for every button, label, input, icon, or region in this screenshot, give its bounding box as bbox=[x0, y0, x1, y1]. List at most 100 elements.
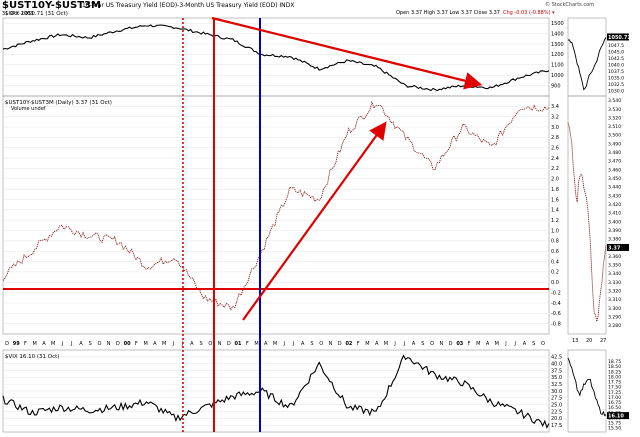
x-tick-label: 00 bbox=[124, 341, 131, 347]
x-tick-label: J bbox=[504, 341, 506, 347]
x-tick-label: F bbox=[246, 341, 249, 347]
last-value-badge-label: 3.37 bbox=[608, 245, 621, 251]
zoom-y-tick-label: 3.510 bbox=[608, 124, 621, 130]
y-tick-label: 0.0 bbox=[551, 280, 559, 286]
y-tick-label: 1000 bbox=[551, 73, 564, 79]
x-tick-label: N bbox=[439, 341, 443, 347]
x-tick-label: F bbox=[24, 341, 27, 347]
x-tick-label: O bbox=[97, 341, 101, 347]
x-tick-label: M bbox=[162, 341, 166, 347]
zoom-y-tick-label: 3.540 bbox=[608, 98, 621, 104]
x-tick-label: D bbox=[5, 341, 9, 347]
zoom-y-tick-label: 3.410 bbox=[608, 211, 621, 217]
zoom-y-tick-label: 17.00 bbox=[608, 395, 621, 401]
y-tick-label: -0.6 bbox=[551, 311, 561, 317]
x-tick-label: D bbox=[227, 341, 231, 347]
y-tick-label: 2.6 bbox=[551, 146, 559, 152]
last-value-badge bbox=[607, 243, 629, 251]
zoom-y-tick-label: 3.380 bbox=[608, 237, 621, 243]
x-tick-label: 02 bbox=[345, 341, 352, 347]
zoom-y-tick-label: 3.420 bbox=[608, 202, 621, 208]
zoom-y-tick-label: 3.440 bbox=[608, 185, 621, 191]
y-tick-label: 1.2 bbox=[551, 218, 559, 224]
series-line bbox=[2, 24, 550, 92]
zoom-y-tick-label: 1035.0 bbox=[608, 76, 624, 82]
y-tick-label: 0.6 bbox=[551, 249, 559, 255]
x-tick-label: J bbox=[282, 341, 284, 347]
x-tick-label: N bbox=[218, 341, 222, 347]
x-tick-label: J bbox=[292, 341, 294, 347]
y-tick-label: -0.2 bbox=[551, 290, 561, 296]
panel-frame bbox=[2, 95, 550, 335]
zoom-series-line bbox=[567, 357, 607, 417]
x-tick-label: O bbox=[208, 341, 212, 347]
y-tick-label: 2.4 bbox=[551, 156, 559, 162]
y-tick-label: 0.4 bbox=[551, 259, 559, 265]
zoom-y-tick-label: 18.50 bbox=[608, 364, 621, 370]
zoom-y-tick-label: 1042.5 bbox=[608, 56, 624, 62]
zoom-x-tick-label: 20 bbox=[586, 338, 592, 344]
y-tick-label: 1100 bbox=[551, 63, 564, 69]
x-tick-label: 03 bbox=[456, 341, 463, 347]
zoom-y-tick-label: 3.330 bbox=[608, 280, 621, 286]
zoom-panel-frame bbox=[567, 95, 607, 335]
zoom-y-tick-label: 3.430 bbox=[608, 193, 621, 199]
zoom-y-tick-label: 3.480 bbox=[608, 150, 621, 156]
x-tick-label: D bbox=[449, 341, 453, 347]
zoom-y-tick-label: 3.280 bbox=[608, 323, 621, 329]
x-tick-label: J bbox=[403, 341, 405, 347]
y-tick-label: 37.5 bbox=[551, 368, 562, 374]
y-tick-label: 35.0 bbox=[551, 375, 562, 381]
x-tick-label: N bbox=[107, 341, 111, 347]
zoom-y-tick-label: 1037.5 bbox=[608, 69, 624, 75]
y-tick-label: 1.0 bbox=[551, 228, 559, 234]
x-tick-label: O bbox=[541, 341, 545, 347]
zoom-y-tick-label: 17.75 bbox=[608, 380, 621, 386]
x-tick-label: D bbox=[116, 341, 120, 347]
x-tick-label: M bbox=[254, 341, 258, 347]
x-tick-label: A bbox=[190, 341, 194, 347]
y-tick-label: 42.5 bbox=[551, 355, 562, 361]
x-tick-label: S bbox=[532, 341, 535, 347]
zoom-y-tick-label: 1040.0 bbox=[608, 63, 624, 69]
y-tick-label: -0.8 bbox=[551, 321, 561, 327]
x-tick-label: S bbox=[310, 341, 313, 347]
x-tick-label: M bbox=[365, 341, 369, 347]
x-tick-label: A bbox=[264, 341, 268, 347]
x-tick-label: A bbox=[523, 341, 527, 347]
x-tick-label: M bbox=[51, 341, 55, 347]
x-tick-label: O bbox=[319, 341, 323, 347]
x-tick-label: J bbox=[70, 341, 72, 347]
panel-title: $VIX 16.10 (31 Oct) bbox=[5, 354, 59, 360]
zoom-y-tick-label: 3.340 bbox=[608, 271, 621, 277]
x-tick-label: S bbox=[421, 341, 424, 347]
zoom-y-tick-label: 18.00 bbox=[608, 374, 621, 380]
panel-legend: Volume undef bbox=[11, 106, 46, 112]
zoom-y-tick-label: 18.25 bbox=[608, 369, 621, 375]
zoom-x-tick-label: 13 bbox=[572, 338, 578, 344]
x-tick-label: N bbox=[329, 341, 333, 347]
zoom-y-tick-label: 1032.5 bbox=[608, 82, 624, 88]
x-tick-label: J bbox=[172, 341, 174, 347]
zoom-y-tick-label: 3.490 bbox=[608, 141, 621, 147]
y-tick-label: 40.0 bbox=[551, 361, 562, 367]
zoom-series-line bbox=[567, 122, 607, 322]
zoom-y-tick-label: 3.290 bbox=[608, 314, 621, 320]
x-tick-label: A bbox=[486, 341, 490, 347]
last-value-badge-label: 16.10 bbox=[608, 414, 624, 420]
y-tick-label: 3.0 bbox=[551, 125, 559, 131]
chart-symbol: $UST10Y-$UST3M bbox=[2, 0, 101, 11]
y-tick-label: 1400 bbox=[551, 31, 564, 37]
x-tick-label: M bbox=[143, 341, 147, 347]
y-tick-label: 20.0 bbox=[551, 416, 562, 422]
x-tick-label: D bbox=[338, 341, 342, 347]
x-tick-label: 99 bbox=[13, 341, 20, 347]
zoom-y-tick-label: 18.75 bbox=[608, 359, 621, 365]
x-tick-label: J bbox=[181, 341, 183, 347]
y-tick-label: 1300 bbox=[551, 42, 564, 48]
zoom-y-tick-label: 3.350 bbox=[608, 263, 621, 269]
y-tick-label: 0.2 bbox=[551, 270, 559, 276]
panel-title: $UST10Y-$UST3M (Daily) 3.37 (31 Oct) bbox=[5, 100, 112, 106]
y-tick-label: 2.2 bbox=[551, 166, 559, 172]
